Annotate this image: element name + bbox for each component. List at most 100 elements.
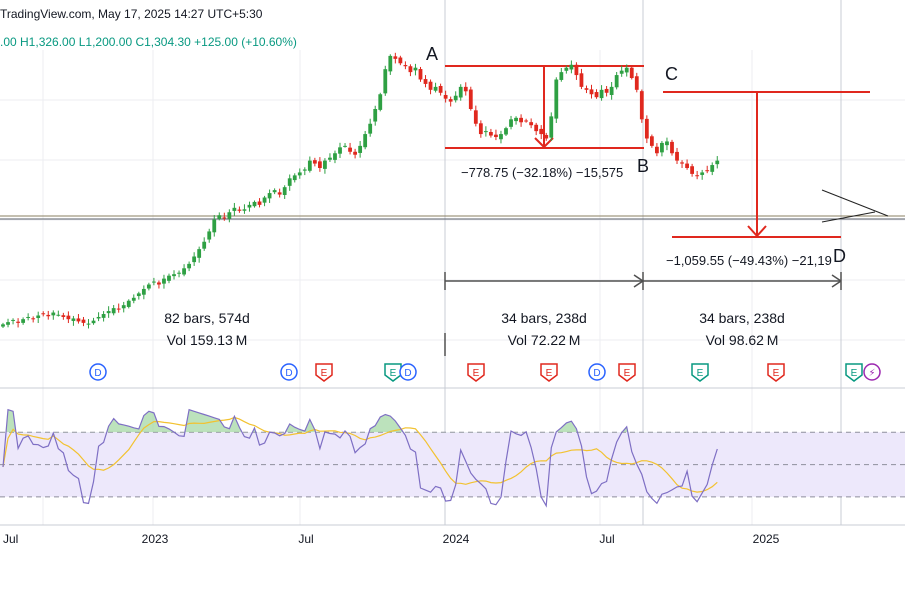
trend-line xyxy=(821,211,876,223)
candle xyxy=(448,96,453,107)
point-label: B xyxy=(637,156,649,176)
candle xyxy=(136,291,141,300)
drawing-line xyxy=(747,225,758,237)
candle xyxy=(398,55,403,66)
candle xyxy=(1,322,5,329)
candle xyxy=(338,142,342,158)
candle xyxy=(378,92,383,112)
candle xyxy=(217,212,222,221)
split-marker[interactable]: ⚡ xyxy=(863,363,881,381)
candle xyxy=(26,313,31,321)
candle xyxy=(428,79,433,95)
drawing-line xyxy=(756,225,767,237)
candle xyxy=(614,71,619,90)
point-label: A xyxy=(426,44,438,64)
candle xyxy=(202,237,207,251)
earnings-marker[interactable]: E xyxy=(845,363,863,382)
candle xyxy=(152,277,156,286)
candle xyxy=(141,285,146,300)
candle xyxy=(328,153,332,162)
candle xyxy=(544,132,549,141)
candle xyxy=(685,159,689,170)
candle xyxy=(247,201,252,212)
candle xyxy=(579,68,584,90)
dividend-marker[interactable]: D xyxy=(280,363,298,381)
candle xyxy=(207,228,212,243)
candle xyxy=(106,306,111,318)
candle xyxy=(629,66,634,80)
earnings-marker[interactable]: E xyxy=(315,363,333,382)
candle xyxy=(373,105,378,126)
candle xyxy=(514,116,518,125)
candle xyxy=(6,318,10,328)
candle xyxy=(272,188,277,195)
candle xyxy=(16,318,20,328)
dividend-marker[interactable]: D xyxy=(588,363,606,381)
candle xyxy=(458,84,463,101)
candle xyxy=(634,72,639,93)
earnings-marker[interactable]: E xyxy=(691,363,709,382)
svg-text:⚡: ⚡ xyxy=(868,368,875,379)
candle xyxy=(292,173,297,183)
candle xyxy=(31,316,36,323)
candle xyxy=(649,134,654,148)
candle xyxy=(11,318,15,325)
candle xyxy=(468,86,473,111)
candle xyxy=(393,52,398,64)
candle xyxy=(36,311,41,324)
svg-text:E: E xyxy=(773,368,780,379)
earnings-marker[interactable]: E xyxy=(467,363,485,382)
dividend-marker[interactable]: D xyxy=(89,363,107,381)
candle xyxy=(574,62,579,80)
svg-text:D: D xyxy=(593,368,600,379)
measure-drawings xyxy=(445,65,889,238)
candle xyxy=(157,280,161,289)
candle xyxy=(644,115,649,144)
candle xyxy=(187,261,192,272)
candle xyxy=(81,316,86,327)
candle xyxy=(715,156,720,169)
candle xyxy=(167,273,171,284)
point-label: D xyxy=(833,246,846,266)
candle xyxy=(534,122,539,136)
candle xyxy=(383,65,388,96)
range-line xyxy=(831,280,842,288)
candle xyxy=(443,90,448,103)
candle xyxy=(257,198,262,208)
drawing-line xyxy=(534,137,545,148)
date-range-tools: 82 bars, 574d Vol 159.13 M 34 bars, 238d Vo… xyxy=(164,272,842,356)
dividend-marker[interactable]: D xyxy=(399,363,417,381)
range-line xyxy=(831,274,842,282)
earnings-marker[interactable]: E xyxy=(540,363,558,382)
candle xyxy=(700,169,705,180)
measure-label-ab: −778.75 (−32.18%) −15,575 xyxy=(461,165,623,180)
candle xyxy=(307,156,312,173)
earnings-marker[interactable]: E xyxy=(384,363,402,382)
candle xyxy=(343,143,347,148)
svg-text:E: E xyxy=(624,368,631,379)
candle xyxy=(267,189,272,203)
candle xyxy=(524,118,529,123)
candle xyxy=(675,147,679,165)
svg-text:E: E xyxy=(851,368,858,379)
candle xyxy=(76,314,81,324)
candle xyxy=(624,64,629,77)
earnings-marker[interactable]: E xyxy=(767,363,785,382)
candle xyxy=(312,157,317,167)
earnings-marker[interactable]: E xyxy=(618,363,636,382)
candle xyxy=(242,204,247,214)
candle xyxy=(564,65,569,74)
range-bars-label: 82 bars, 574d xyxy=(164,310,250,326)
range-vol-label: Vol 72.22 M xyxy=(508,332,581,348)
point-label: C xyxy=(665,64,678,84)
candle xyxy=(559,67,564,82)
candle xyxy=(172,270,176,280)
candle xyxy=(478,120,483,138)
candle xyxy=(61,312,66,320)
candle xyxy=(297,168,302,179)
candle xyxy=(162,274,166,289)
candle xyxy=(604,85,609,97)
candle xyxy=(222,212,227,221)
candle xyxy=(333,150,337,164)
